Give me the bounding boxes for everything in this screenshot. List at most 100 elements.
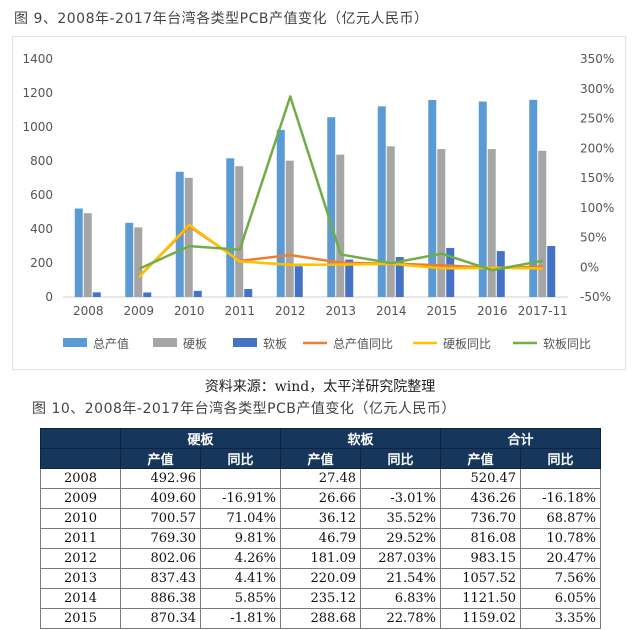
value-cell: 436.26 [440, 488, 522, 509]
bar-硬板 [336, 154, 345, 297]
value-cell: 10.78% [520, 528, 602, 549]
group-header-soft: 软板 [280, 428, 442, 449]
table-row: 2015 870.34 -1.81% 288.68 22.78% 1159.02 3.35% [40, 608, 602, 629]
bar-硬板 [235, 166, 244, 297]
value-cell: 520.47 [440, 468, 522, 489]
value-cell: 46.79 [280, 528, 362, 549]
y2-tick-label: 300% [580, 82, 614, 96]
x-tick-label: 2011 [224, 304, 255, 318]
value-cell: 21.54% [360, 568, 442, 589]
bar-软板 [345, 259, 354, 297]
value-cell: 3.35% [520, 608, 602, 629]
bar-软板 [547, 246, 556, 297]
bar-软板 [496, 251, 505, 297]
table-group-header-row: 硬板 软板 合计 [40, 428, 602, 449]
value-cell: 181.09 [280, 548, 362, 569]
value-cell: 71.04% [199, 508, 282, 529]
table-row: 2010 700.57 71.04% 36.12 35.52% 736.70 68.87% [40, 508, 602, 529]
year-cell: 2012 [40, 548, 121, 569]
y-tick-label: 800 [30, 154, 53, 168]
value-cell: 802.06 [120, 548, 201, 569]
value-cell: 26.66 [280, 488, 362, 509]
legend-label: 硬板同比 [443, 337, 491, 351]
pcb-output-table: 硬板 软板 合计 产值 同比 产值 同比 产值 同比 2008 492.96 27.… [40, 428, 602, 629]
bar-软板 [92, 292, 101, 297]
bar-总产值 [226, 158, 235, 297]
bar-软板 [294, 266, 303, 297]
legend-label: 总产值 [93, 336, 129, 351]
y-tick-label: 1000 [22, 120, 53, 134]
bar-总产值 [276, 129, 285, 297]
value-cell: 27.48 [280, 468, 362, 489]
y-tick-label: 0 [45, 290, 53, 304]
x-tick-label: 2016 [477, 304, 508, 318]
legend-label: 软板 [263, 337, 287, 351]
table-sub-header-row: 产值 同比 产值 同比 产值 同比 [40, 448, 602, 469]
bar-软板 [446, 247, 455, 297]
value-cell: 6.83% [360, 588, 442, 609]
bar-硬板 [184, 177, 193, 297]
value-cell: 9.81% [199, 528, 282, 549]
group-header-total: 合计 [440, 428, 602, 449]
bar-硬板 [83, 213, 92, 297]
year-cell: 2009 [40, 488, 121, 509]
value-cell: 288.68 [280, 608, 362, 629]
legend-label: 总产值同比 [333, 336, 393, 351]
figure10-title: 图 10、2008年-2017年台湾各类型PCB产值变化（亿元人民币） [32, 401, 456, 417]
value-cell: -3.01% [360, 488, 442, 509]
bar-软板 [395, 257, 404, 297]
value-cell: 886.38 [120, 588, 201, 609]
table-row: 2014 886.38 5.85% 235.12 6.83% 1121.50 6.05% [40, 588, 602, 609]
sub-header: 同比 [360, 448, 442, 469]
value-cell: 7.56% [520, 568, 602, 589]
table-row: 2011 769.30 9.81% 46.79 29.52% 816.08 10.78% [40, 528, 602, 549]
table-row: 2009 409.60 -16.91% 26.66 -3.01% 436.26 -16.18… [40, 488, 602, 509]
value-cell: 29.52% [360, 528, 442, 549]
year-cell: 2014 [40, 588, 121, 609]
source-note: 资料来源：wind，太平洋研究院整理 [204, 379, 436, 395]
x-tick-label: 2008 [73, 304, 104, 318]
value-cell: 492.96 [120, 468, 201, 489]
y-tick-label: 600 [30, 188, 53, 202]
y2-tick-label: 250% [580, 112, 614, 126]
x-tick-label: 2015 [426, 304, 457, 318]
legend-swatch-总产值 [63, 338, 87, 347]
legend-label: 软板同比 [543, 337, 591, 351]
bar-总产值 [478, 101, 487, 297]
value-cell: 287.03% [360, 548, 442, 569]
line-硬板同比 [137, 223, 543, 279]
y2-tick-label: 150% [580, 171, 614, 185]
legend-label: 硬板 [183, 337, 207, 351]
table-corner-cell [40, 428, 121, 449]
bar-软板 [193, 290, 202, 297]
legend-swatch-硬板 [153, 338, 177, 347]
value-cell: -1.81% [199, 608, 282, 629]
bar-软板 [244, 289, 253, 297]
table-row: 2013 837.43 4.41% 220.09 21.54% 1057.52 7.56% [40, 568, 602, 589]
sub-header: 同比 [199, 448, 282, 469]
y-tick-label: 400 [30, 222, 53, 236]
value-cell: 409.60 [120, 488, 201, 509]
y2-tick-label: -50% [580, 290, 611, 304]
bar-总产值 [327, 117, 336, 297]
bar-硬板 [134, 227, 143, 297]
y2-tick-label: 350% [580, 52, 614, 66]
value-cell: 220.09 [280, 568, 362, 589]
bar-总产值 [74, 208, 83, 297]
y2-tick-label: 0% [580, 260, 599, 274]
line-软板同比 [138, 95, 543, 272]
value-cell: 6.05% [520, 588, 602, 609]
sub-header: 产值 [120, 448, 201, 469]
chart-container: 0 200 400 600 800 1000 1200 1400 -50% 0% 50% 100% 15… [12, 36, 626, 370]
value-cell [520, 468, 602, 489]
value-cell: 35.52% [360, 508, 442, 529]
y2-tick-label: 200% [580, 141, 614, 155]
x-tick-label: 2012 [275, 304, 306, 318]
legend-swatch-软板 [233, 338, 257, 347]
year-cell: 2011 [40, 528, 121, 549]
value-cell: 736.70 [440, 508, 522, 529]
x-tick-label: 2014 [376, 304, 407, 318]
table-corner-cell [40, 448, 121, 469]
value-cell: 769.30 [120, 528, 201, 549]
year-cell: 2010 [40, 508, 121, 529]
